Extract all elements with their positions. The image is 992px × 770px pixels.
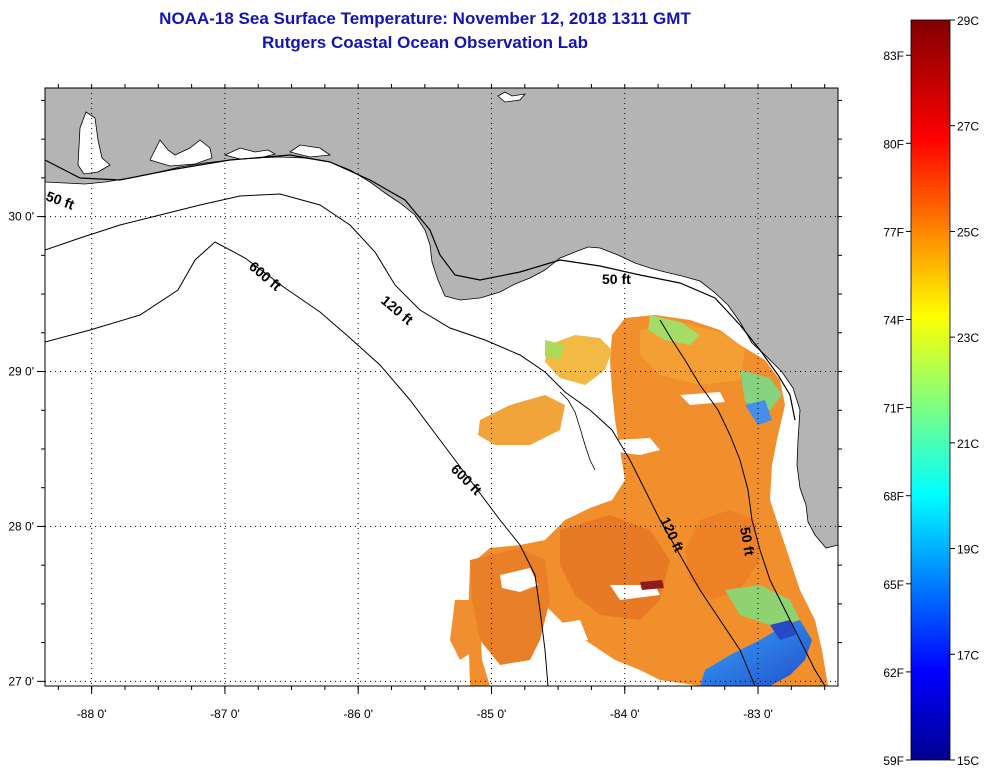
colorbar-label-c: 27C [957, 120, 979, 134]
contour-50ft [45, 154, 796, 421]
sst-green-patch [740, 370, 782, 410]
map-panel: 50 ft 50 ft 50 ft 120 ft 120 ft 600 ft 6… [45, 88, 838, 686]
lon-tick-label: -83 0' [743, 707, 773, 721]
colorbar: 29C 27C 25C 23C 21C 19C 17C 15C 83F 80F 77F 74F 71F 6… [883, 14, 979, 768]
lat-tick-label: 30 0' [8, 210, 34, 224]
sst-data [450, 315, 828, 686]
colorbar-label-c: 25C [957, 225, 979, 239]
cloud-gap [548, 620, 588, 645]
lat-tick-label: 28 0' [8, 519, 34, 533]
sst-patch-south [450, 600, 475, 660]
sst-cool-patch [770, 620, 796, 640]
colorbar-label-f: 83F [883, 49, 904, 63]
map-axes: -88 0' -87 0' -86 0' -85 0' -84 0' -83 0' 30 0… [8, 84, 842, 721]
colorbar-label-f: 62F [883, 666, 904, 680]
colorbar-label-c: 21C [957, 437, 979, 451]
lon-tick-label: -84 0' [610, 707, 640, 721]
colorbar-label-c: 15C [957, 754, 979, 768]
bay [497, 91, 526, 103]
colorbar-label-c: 19C [957, 543, 979, 557]
lon-tick-label: -86 0' [343, 707, 373, 721]
contour-label-50ft: 50 ft [602, 271, 631, 287]
cloud-gap [640, 580, 664, 590]
lat-tick-label: 27 0' [8, 674, 34, 688]
contour-120ft-inner [659, 319, 826, 686]
lon-tick-label: -85 0' [477, 707, 507, 721]
bay [149, 139, 213, 167]
bay [289, 144, 332, 158]
cloud-gap [500, 568, 538, 592]
colorbar-label-c: 29C [957, 14, 979, 28]
contour-120ft [45, 193, 756, 686]
coastal-islands [559, 391, 596, 471]
cloud-gap [615, 438, 660, 455]
lon-tick-label: -87 0' [210, 707, 240, 721]
colorbar-label-f: 74F [883, 314, 904, 328]
map-subtitle: Rutgers Coastal Ocean Observation Lab [262, 33, 588, 52]
colorbar-label-c: 23C [957, 331, 979, 345]
cloud-gap [680, 392, 725, 405]
sst-cool-patch [745, 400, 772, 425]
map-title: NOAA-18 Sea Surface Temperature: Novembe… [159, 9, 691, 28]
colorbar-label-c: 17C [957, 648, 979, 662]
contour-label-50ft: 50 ft [737, 526, 758, 557]
colorbar-label-f: 59F [883, 754, 904, 768]
sst-green-patch [725, 585, 800, 625]
bay [77, 111, 111, 175]
sst-patch-east [478, 395, 565, 445]
colorbar-gradient [910, 19, 951, 761]
lon-tick-label: -88 0' [77, 707, 107, 721]
colorbar-label-f: 71F [883, 402, 904, 416]
colorbar-label-f: 80F [883, 137, 904, 151]
sst-warm-patch [685, 510, 760, 600]
contour-600ft [45, 241, 549, 686]
map-frame [44, 87, 839, 687]
graticule [45, 88, 838, 686]
colorbar-label-f: 65F [883, 578, 904, 592]
sst-cool-patch [545, 340, 565, 360]
lat-tick-label: 29 0' [8, 365, 34, 379]
colorbar-label-f: 68F [883, 490, 904, 504]
colorbar-label-f: 77F [883, 225, 904, 239]
